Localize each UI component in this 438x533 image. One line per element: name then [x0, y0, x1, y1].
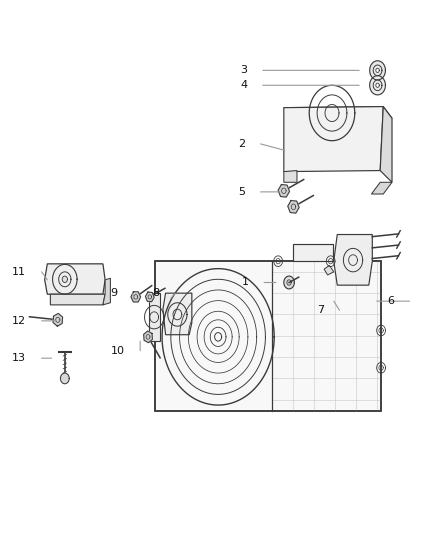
Polygon shape: [370, 61, 385, 80]
Polygon shape: [284, 107, 383, 172]
Polygon shape: [45, 264, 105, 294]
Text: 6: 6: [387, 296, 394, 306]
Text: 11: 11: [12, 267, 26, 277]
Polygon shape: [370, 76, 385, 95]
Polygon shape: [324, 265, 334, 275]
Text: 2: 2: [238, 139, 245, 149]
Polygon shape: [149, 293, 160, 341]
Polygon shape: [163, 293, 192, 335]
Text: 1: 1: [242, 278, 249, 287]
Polygon shape: [288, 200, 299, 213]
Polygon shape: [376, 83, 379, 87]
Text: 4: 4: [240, 80, 247, 90]
Polygon shape: [53, 313, 63, 326]
Text: 12: 12: [12, 316, 26, 326]
Text: 5: 5: [238, 187, 245, 197]
Polygon shape: [144, 331, 152, 343]
Polygon shape: [60, 373, 69, 384]
Text: 9: 9: [110, 288, 117, 298]
Text: 7: 7: [317, 305, 324, 315]
Polygon shape: [284, 107, 392, 120]
Polygon shape: [376, 68, 379, 72]
Polygon shape: [103, 278, 110, 305]
Polygon shape: [371, 182, 392, 194]
Polygon shape: [145, 292, 154, 302]
Polygon shape: [131, 292, 141, 302]
Polygon shape: [278, 184, 290, 197]
Polygon shape: [284, 276, 294, 289]
Polygon shape: [334, 235, 372, 285]
Polygon shape: [293, 244, 333, 261]
Text: 13: 13: [12, 353, 26, 363]
Text: 8: 8: [153, 288, 160, 298]
Polygon shape: [284, 171, 297, 182]
Text: 10: 10: [111, 346, 125, 356]
Polygon shape: [380, 107, 392, 182]
Text: 3: 3: [240, 66, 247, 75]
Polygon shape: [50, 294, 105, 305]
Polygon shape: [62, 276, 67, 282]
Polygon shape: [155, 261, 381, 411]
